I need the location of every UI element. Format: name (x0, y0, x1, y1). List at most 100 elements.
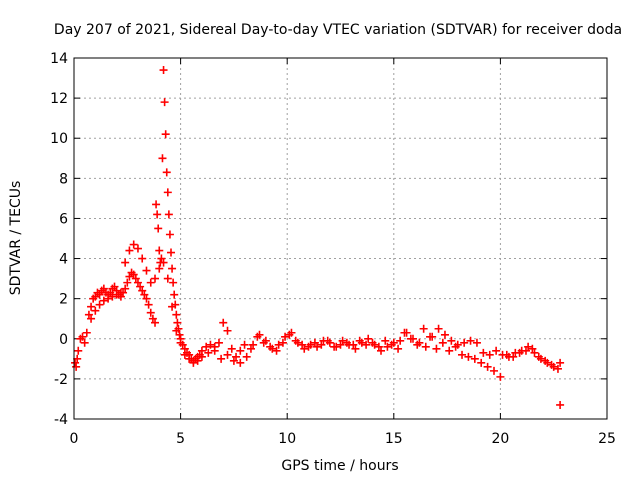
data-point (490, 366, 499, 375)
y-axis-label: SDTVAR / TECUs (8, 181, 24, 296)
data-point (133, 244, 142, 253)
data-point (170, 290, 179, 299)
data-point (479, 348, 488, 357)
data-point (419, 324, 428, 333)
plot-frame (73, 57, 608, 420)
data-point (129, 240, 138, 249)
data-point (432, 344, 441, 353)
data-point (377, 346, 386, 355)
data-point (108, 292, 117, 301)
data-point (255, 330, 264, 339)
data-point (434, 324, 443, 333)
data-point (460, 338, 469, 347)
data-point (470, 354, 479, 363)
data-point (362, 340, 371, 349)
data-point (272, 346, 281, 355)
data-point (163, 274, 172, 283)
data-point (99, 284, 108, 293)
data-point (160, 98, 169, 107)
data-point (116, 288, 125, 297)
data-point (146, 308, 155, 317)
data-point (204, 348, 213, 357)
data-point (155, 264, 164, 273)
data-point (394, 344, 403, 353)
data-point (206, 340, 215, 349)
data-point (364, 334, 373, 343)
data-point (261, 336, 270, 345)
data-point (517, 346, 526, 355)
data-point (511, 348, 520, 357)
data-point (236, 358, 245, 367)
data-point (458, 350, 467, 359)
chart-title: Day 207 of 2021, Sidereal Day-to-day VTE… (54, 22, 622, 38)
data-point (112, 290, 121, 299)
data-point (345, 340, 354, 349)
data-point (496, 372, 505, 381)
data-point (227, 344, 236, 353)
data-point (125, 272, 134, 281)
data-point (556, 400, 565, 409)
data-point (106, 288, 115, 297)
data-point (159, 66, 168, 75)
data-point (138, 286, 147, 295)
data-point (71, 358, 80, 367)
data-point (133, 278, 142, 287)
data-point (95, 290, 104, 299)
data-point (172, 310, 181, 319)
data-points (71, 66, 565, 409)
data-point (268, 344, 277, 353)
data-point (146, 278, 155, 287)
data-point (300, 344, 309, 353)
data-point (125, 246, 134, 255)
data-point (536, 354, 545, 363)
y-tick-label: 12 (50, 91, 68, 107)
data-point (175, 330, 184, 339)
data-point (389, 338, 398, 347)
data-point (553, 364, 562, 373)
data-point (99, 296, 108, 305)
x-axis-label: GPS time / hours (281, 458, 398, 474)
data-point (274, 340, 283, 349)
data-point (306, 340, 315, 349)
data-point (91, 292, 100, 301)
data-point (445, 346, 454, 355)
data-point (249, 340, 258, 349)
y-tick-label: 6 (59, 211, 68, 227)
data-point (169, 278, 178, 287)
data-point (121, 258, 130, 267)
data-point (82, 328, 91, 337)
data-point (164, 210, 173, 219)
data-point (319, 336, 328, 345)
data-point (151, 274, 160, 283)
data-point (530, 348, 539, 357)
data-point (313, 342, 322, 351)
y-tick-label: 4 (59, 252, 68, 268)
data-point (129, 270, 138, 279)
data-point (472, 338, 481, 347)
data-point (136, 282, 145, 291)
data-point (325, 338, 334, 347)
data-point (415, 338, 424, 347)
data-point (153, 210, 162, 219)
data-point (110, 282, 119, 291)
data-point (148, 314, 157, 323)
data-point (217, 354, 226, 363)
data-point (466, 336, 475, 345)
data-point (428, 332, 437, 341)
data-point (202, 342, 211, 351)
data-point (223, 326, 232, 335)
data-point (498, 350, 507, 359)
data-point (159, 258, 168, 267)
data-point (158, 154, 167, 163)
data-point (332, 342, 341, 351)
data-point (336, 340, 345, 349)
data-point (374, 342, 383, 351)
data-point (157, 254, 166, 263)
data-point (155, 246, 164, 255)
data-point (74, 346, 83, 355)
data-point (408, 334, 417, 343)
data-point (73, 354, 82, 363)
data-point (176, 338, 185, 347)
y-tick-label: 14 (50, 51, 68, 67)
data-point (189, 358, 198, 367)
